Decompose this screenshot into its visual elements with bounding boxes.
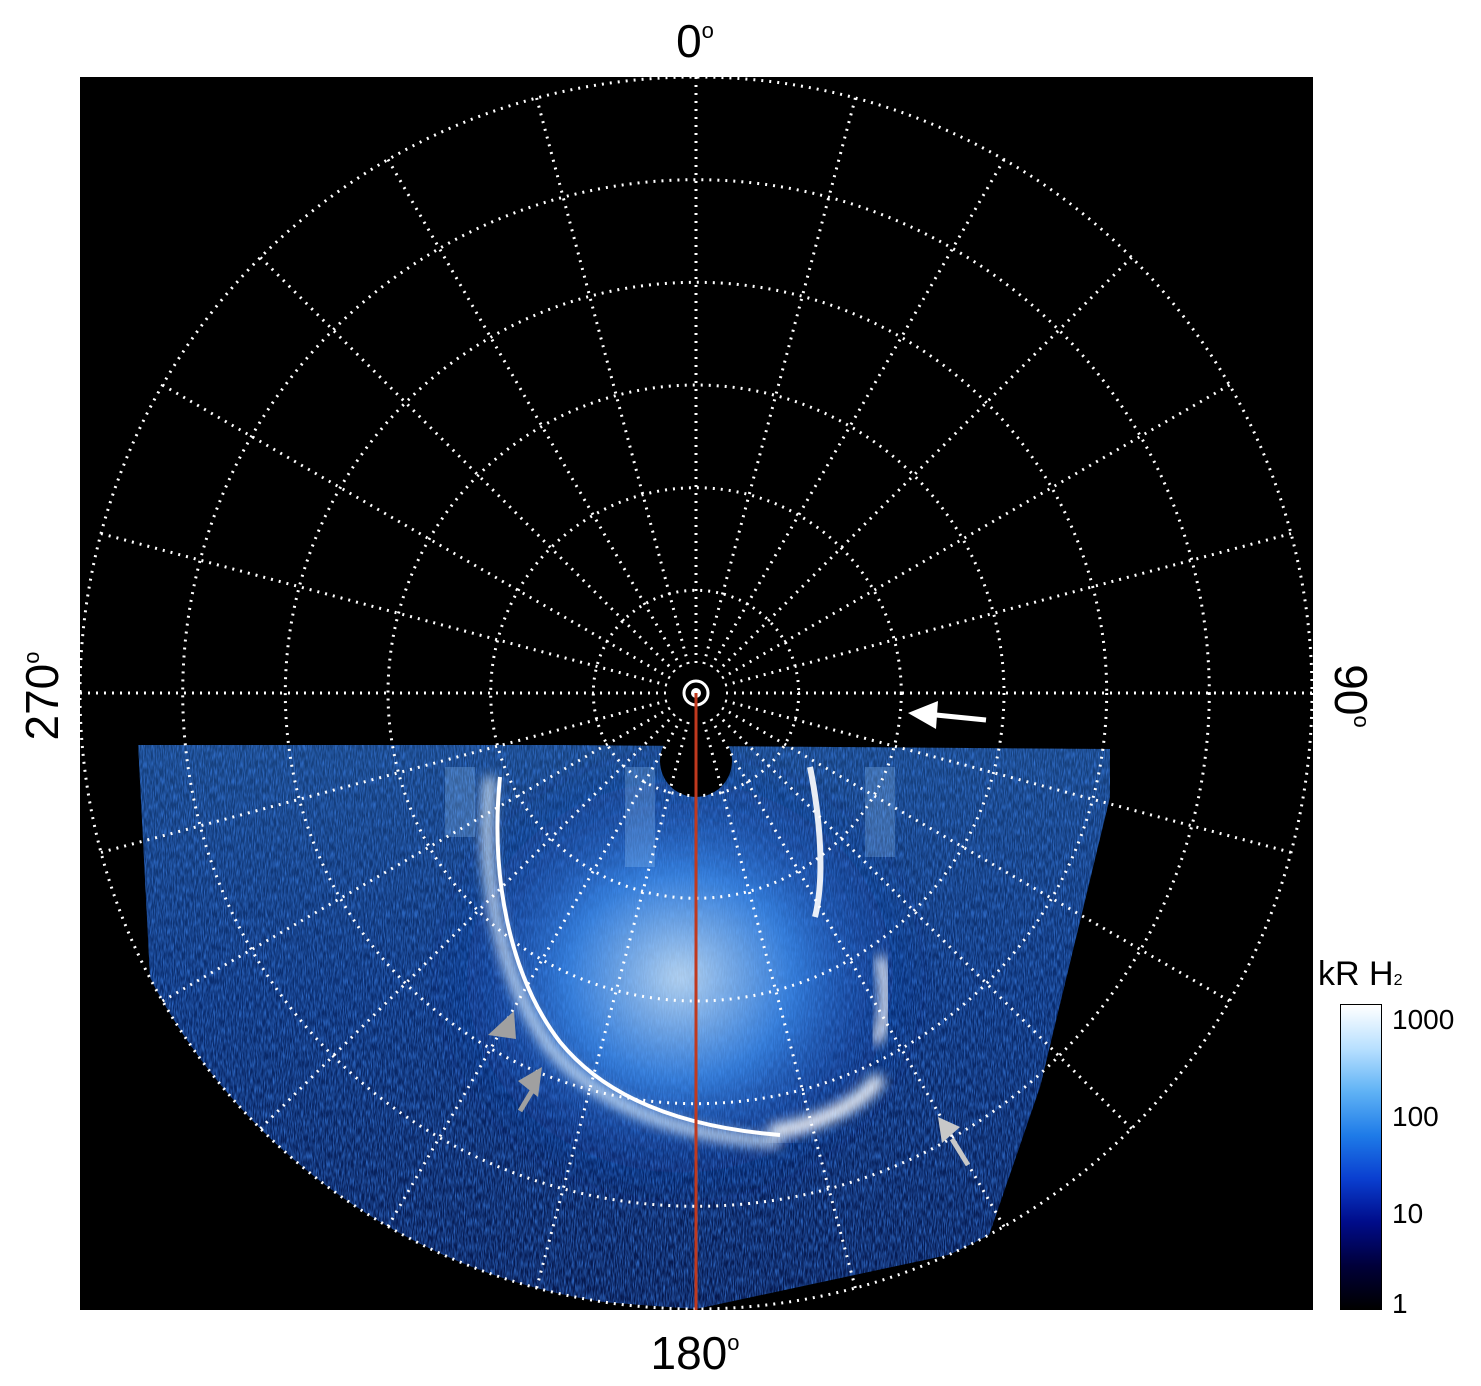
longitude-meridian (702, 721, 857, 1289)
annotation-arrows (488, 701, 987, 1167)
latitude-ring (283, 280, 1109, 1106)
longitude-meridian (100, 699, 668, 854)
longitude-meridian (386, 158, 683, 668)
colorbar-tick-10: 10 (1392, 1198, 1424, 1229)
longitude-meridian (535, 97, 690, 665)
polar-projection-image (80, 77, 1313, 1310)
longitude-meridian (259, 256, 676, 673)
arrow-gray-left-upper (488, 1011, 516, 1039)
arrow-gray-right (938, 1117, 971, 1167)
longitude-meridian (724, 699, 1292, 854)
arrow-gray-left-lower (517, 1067, 542, 1113)
azimuth-label-180: 180o (650, 1327, 740, 1379)
polar-svg (80, 77, 1313, 1310)
longitude-meridian (535, 721, 690, 1289)
longitude-meridian (721, 383, 1231, 680)
longitude-meridian (259, 713, 676, 1130)
colorbar-title: kR H2 (1318, 955, 1403, 993)
colorbar (1340, 1004, 1382, 1310)
aurora-emission (80, 77, 1312, 1309)
longitude-meridian (100, 532, 668, 687)
azimuth-label-270: 270o (16, 651, 68, 741)
longitude-meridian (716, 713, 1133, 1130)
colorbar-tick-1: 1 (1392, 1288, 1408, 1319)
colorbar-tick-100: 100 (1392, 1101, 1439, 1132)
longitude-meridian (721, 706, 1231, 1003)
longitude-meridian (709, 158, 1006, 668)
longitude-meridian (716, 256, 1133, 673)
azimuth-label-90: 90o (1325, 664, 1377, 728)
longitude-meridian (724, 532, 1292, 687)
lat-lon-grid (80, 77, 1313, 1310)
colorbar-tick-1000: 1000 (1392, 1004, 1455, 1035)
latitude-ring (386, 383, 1006, 1003)
colorbar-gradient (1340, 1004, 1382, 1310)
latitude-ring (181, 178, 1211, 1208)
azimuth-label-0: 0o (676, 15, 714, 67)
longitude-meridian (161, 383, 671, 680)
longitude-meridian (702, 97, 857, 665)
arrow-white-right (908, 701, 987, 729)
latitude-ring (489, 486, 903, 900)
longitude-meridian (161, 706, 671, 1003)
longitude-meridian (386, 718, 683, 1228)
